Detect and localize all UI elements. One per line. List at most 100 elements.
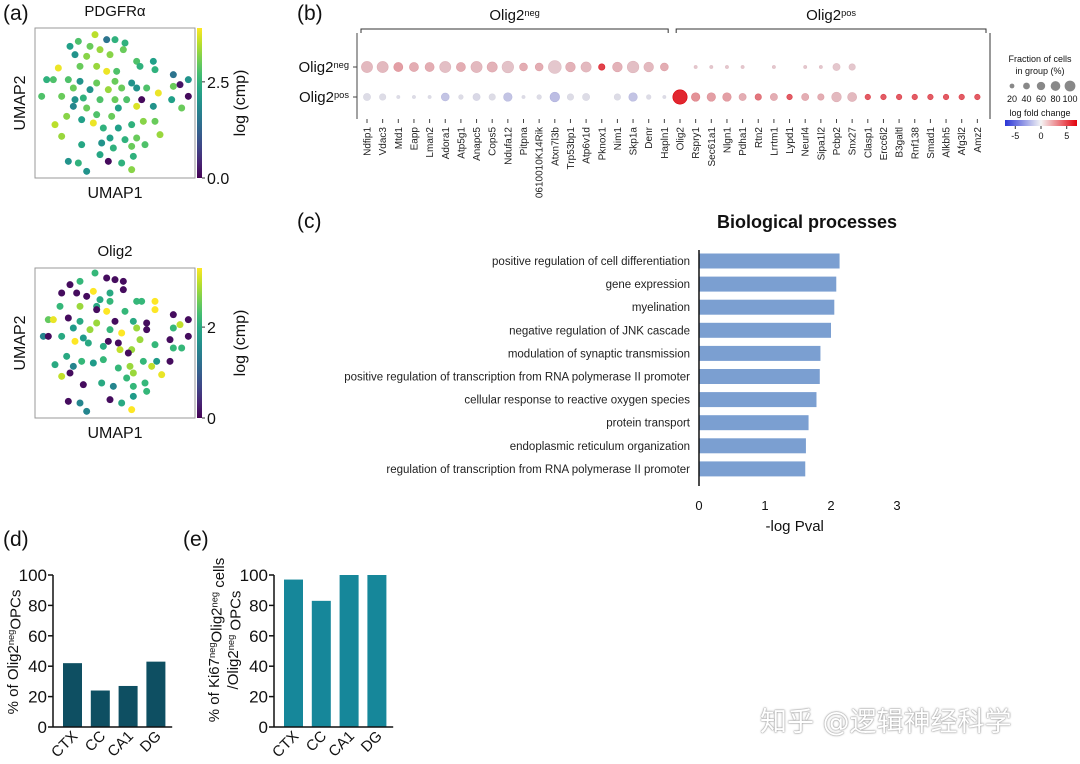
lfc-tick-label: 0 [1038,131,1043,141]
expression-dot [565,61,576,73]
bar [699,392,817,408]
size-legend-value: 20 [1007,94,1017,104]
cell-point [133,84,141,92]
expression-dot [363,93,371,101]
expression-dot [803,65,808,69]
chart-title: Biological processes [717,212,897,232]
gene-label: Lrrtm1 [769,127,780,156]
gene-label: Ercc6l2 [879,127,890,161]
expression-dot [580,61,592,73]
text-part: OPCs [8,590,25,630]
colorbar-tick-label: 0.0 [207,171,229,188]
cell-point [83,167,91,175]
row-label: Olig2neg [298,59,349,76]
cell-point [66,369,74,377]
expression-dot [817,93,825,101]
x-tick-label: 1 [761,498,768,513]
cell-point [124,349,132,357]
expression-dot [409,62,419,72]
cell-point [63,352,71,360]
cell-point [148,362,156,370]
size-legend-value: 40 [1021,94,1031,104]
expression-dot [754,93,762,101]
y-tick-label: 40 [249,657,268,676]
expression-dot [441,92,450,102]
cell-point [69,362,77,370]
expression-dot [613,93,621,101]
cell-point [153,357,161,365]
size-legend-dot [1023,82,1030,90]
cell-point [129,382,137,390]
expression-dot [361,61,373,73]
expression-dot [722,92,732,102]
umap-title: Olig2 [97,243,132,260]
cell-point [169,324,177,332]
color-legend-title: log fold change [1009,108,1070,118]
y-tick-label: 20 [28,688,47,707]
size-legend-dot [1009,83,1015,89]
x-tick-label: CTX [269,728,302,761]
expression-dot [662,95,667,99]
cell-point [108,112,116,120]
umap-points [39,269,192,415]
expression-dot [691,92,701,102]
size-legend-dot [1050,81,1061,91]
cell-point [138,96,146,104]
expression-dot [725,65,729,69]
text-part: % of Olig2 [5,645,22,714]
cell-point [133,297,141,305]
bar [699,322,831,338]
lfc-tick-label: -5 [1011,131,1019,141]
cell-point [79,94,87,102]
cell-point [106,51,114,59]
expression-dot [832,63,841,71]
x-tick-label: 0 [695,498,702,513]
panel-label-d: (d) [3,528,29,551]
cell-point [98,139,106,147]
cell-point [51,361,59,369]
category-label: negative regulation of JNK cascade [509,325,690,337]
cell-point [128,79,136,87]
size-legend-dot [1064,80,1076,92]
x-tick-label: DG [358,728,386,756]
cell-point [63,112,71,120]
lfc-colorbar [1005,120,1077,126]
text-part: Olig2 [806,7,841,24]
gene-label: Eapp [409,127,420,151]
cell-point [103,274,111,282]
cell-point [106,297,114,305]
x-tick-label: 2 [827,498,834,513]
expression-dot [864,93,871,101]
cell-point [143,326,151,334]
size-legend-dot [1036,81,1046,91]
expression-dot [612,61,623,73]
cell-point [133,324,141,332]
expression-dot [709,65,714,69]
gene-label: Nlgn1 [722,127,733,154]
cell-point [128,142,136,150]
cell-point [71,337,79,345]
cell-point [109,382,117,390]
colorbar-tick-label: 2.5 [207,75,229,92]
cell-point [143,387,151,395]
cell-point [99,342,107,350]
umap-plot-a1: PDGFRα UMAP1 UMAP2 0.0 2.5 log (cmp) [12,3,249,202]
cell-point [151,341,159,349]
cell-point [76,77,84,85]
gene-label: Vdac3 [378,127,389,156]
cell-point [184,92,192,100]
cell-point [128,406,136,414]
cell-point [64,157,72,165]
cell-point [129,152,137,160]
gene-label: Snx27 [848,127,859,156]
expression-dot [770,93,778,101]
category-label: cellular response to reactive oxygen spe… [464,395,690,407]
umap-points [38,31,192,175]
gene-label: Lypd1 [785,127,796,154]
cell-point [76,317,84,325]
expression-dot [818,65,823,69]
cell-point [151,117,159,125]
